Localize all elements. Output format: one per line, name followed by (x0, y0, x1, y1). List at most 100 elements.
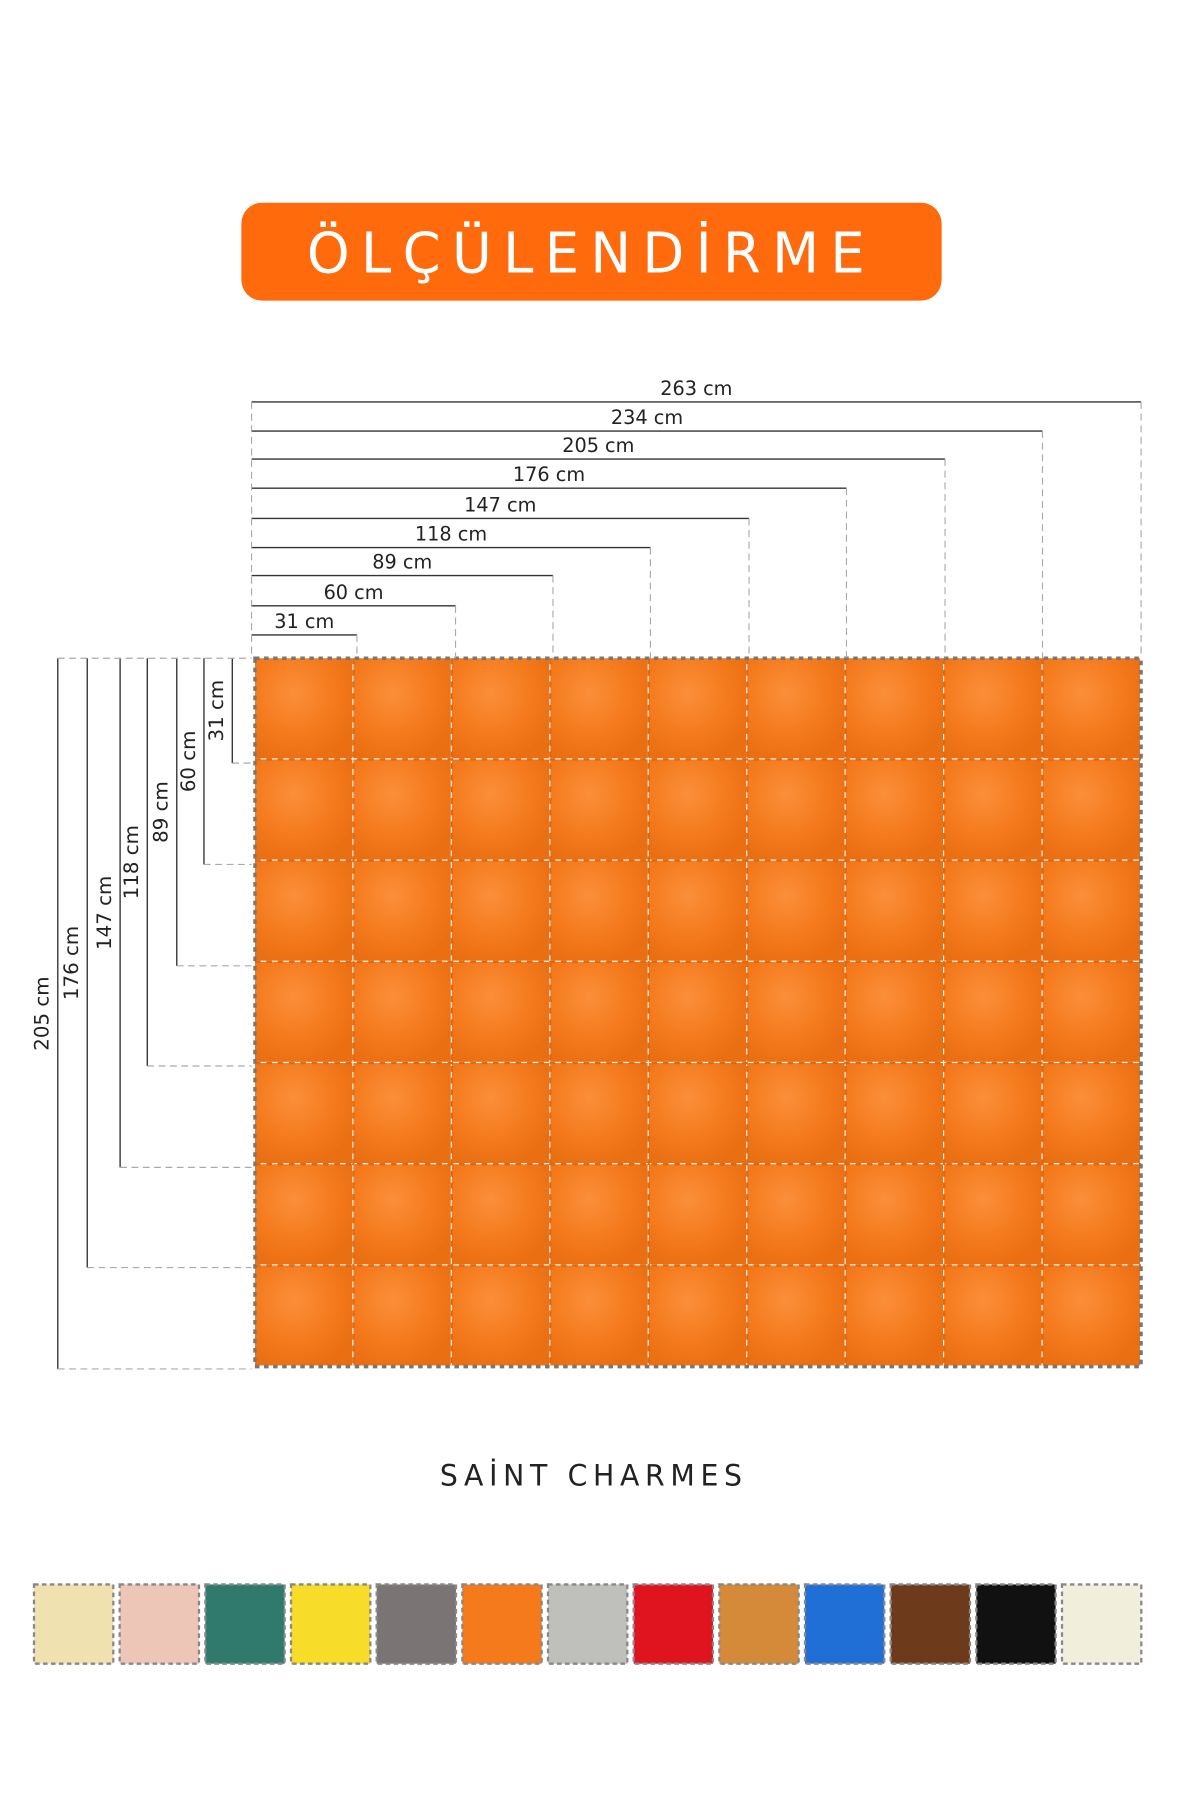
tile (451, 658, 550, 759)
tile (747, 759, 845, 860)
tile (944, 658, 1042, 759)
swatch (375, 1583, 458, 1665)
tile (353, 860, 451, 961)
swatch (289, 1583, 372, 1665)
tile (353, 1265, 451, 1366)
tile (747, 860, 845, 961)
mat (253, 656, 1143, 1369)
tile (353, 1063, 451, 1164)
tile (353, 759, 451, 860)
tile (254, 860, 353, 961)
width-label: 176 cm (513, 463, 585, 486)
tile (550, 1265, 648, 1366)
tile (1042, 961, 1140, 1062)
tile (747, 1265, 845, 1366)
height-label: 118 cm (120, 825, 143, 899)
width-label: 31 cm (274, 610, 334, 633)
tile (451, 759, 550, 860)
tile (254, 759, 353, 860)
swatch (632, 1583, 715, 1665)
width-label: 205 cm (562, 434, 634, 457)
tile (1042, 759, 1140, 860)
swatch (889, 1583, 972, 1665)
height-label: 205 cm (31, 976, 54, 1050)
tile (747, 658, 845, 759)
tile (550, 860, 648, 961)
tile (845, 1164, 944, 1265)
swatch (204, 1583, 286, 1665)
color-swatches (32, 1583, 1143, 1665)
tile (648, 1164, 747, 1265)
width-label: 263 cm (660, 377, 732, 400)
tile (944, 1265, 1042, 1366)
swatch (118, 1583, 201, 1665)
tile (747, 1063, 845, 1164)
tile (845, 1265, 944, 1366)
tile (1042, 1063, 1140, 1164)
tile (648, 658, 747, 759)
height-label: 60 cm (177, 731, 200, 793)
height-label: 147 cm (93, 876, 116, 950)
tile (353, 1164, 451, 1265)
tile (254, 1265, 353, 1366)
width-label: 118 cm (415, 522, 487, 545)
tile (845, 860, 944, 961)
width-label: 89 cm (372, 550, 432, 573)
swatch (546, 1583, 629, 1665)
swatch (1060, 1583, 1143, 1665)
tile (254, 961, 353, 1062)
tile (550, 658, 648, 759)
tile (944, 1164, 1042, 1265)
tile (648, 860, 747, 961)
swatch (461, 1583, 543, 1665)
width-label: 234 cm (611, 406, 683, 429)
tile (353, 658, 451, 759)
swatch (803, 1583, 886, 1665)
height-label: 31 cm (205, 680, 228, 742)
tile (845, 961, 944, 1062)
tile (451, 1265, 550, 1366)
mat-edge (253, 656, 1143, 1369)
tile (747, 961, 845, 1062)
swatch (718, 1583, 800, 1665)
tile (353, 961, 451, 1062)
tile (944, 860, 1042, 961)
tile (845, 759, 944, 860)
tile (451, 1164, 550, 1265)
tile (451, 860, 550, 961)
tile (254, 1063, 353, 1164)
tile (648, 961, 747, 1062)
tile (550, 961, 648, 1062)
tile (550, 1164, 648, 1265)
tile (451, 961, 550, 1062)
tile (648, 759, 747, 860)
tile (648, 1265, 747, 1366)
tile (648, 1063, 747, 1164)
tile (944, 759, 1042, 860)
width-label: 60 cm (324, 581, 384, 604)
title-badge (241, 202, 942, 301)
height-label: 89 cm (150, 781, 173, 843)
tile (845, 1063, 944, 1164)
tile (845, 658, 944, 759)
swatch (975, 1583, 1057, 1665)
height-label: 176 cm (60, 926, 83, 1000)
tile (1042, 860, 1140, 961)
tile (254, 658, 353, 759)
brand: SAİNT CHARMES (440, 1458, 748, 1492)
title: ÖLÇÜLENDİRME (307, 222, 876, 287)
tile (944, 961, 1042, 1062)
swatch (32, 1583, 115, 1665)
width-label: 147 cm (464, 493, 536, 516)
tile (747, 1164, 845, 1265)
tile (254, 1164, 353, 1265)
tile (1042, 1164, 1140, 1265)
tile (550, 759, 648, 860)
tile (550, 1063, 648, 1164)
tile (1042, 1265, 1140, 1366)
tile (1042, 658, 1140, 759)
tile (451, 1063, 550, 1164)
tile (944, 1063, 1042, 1164)
